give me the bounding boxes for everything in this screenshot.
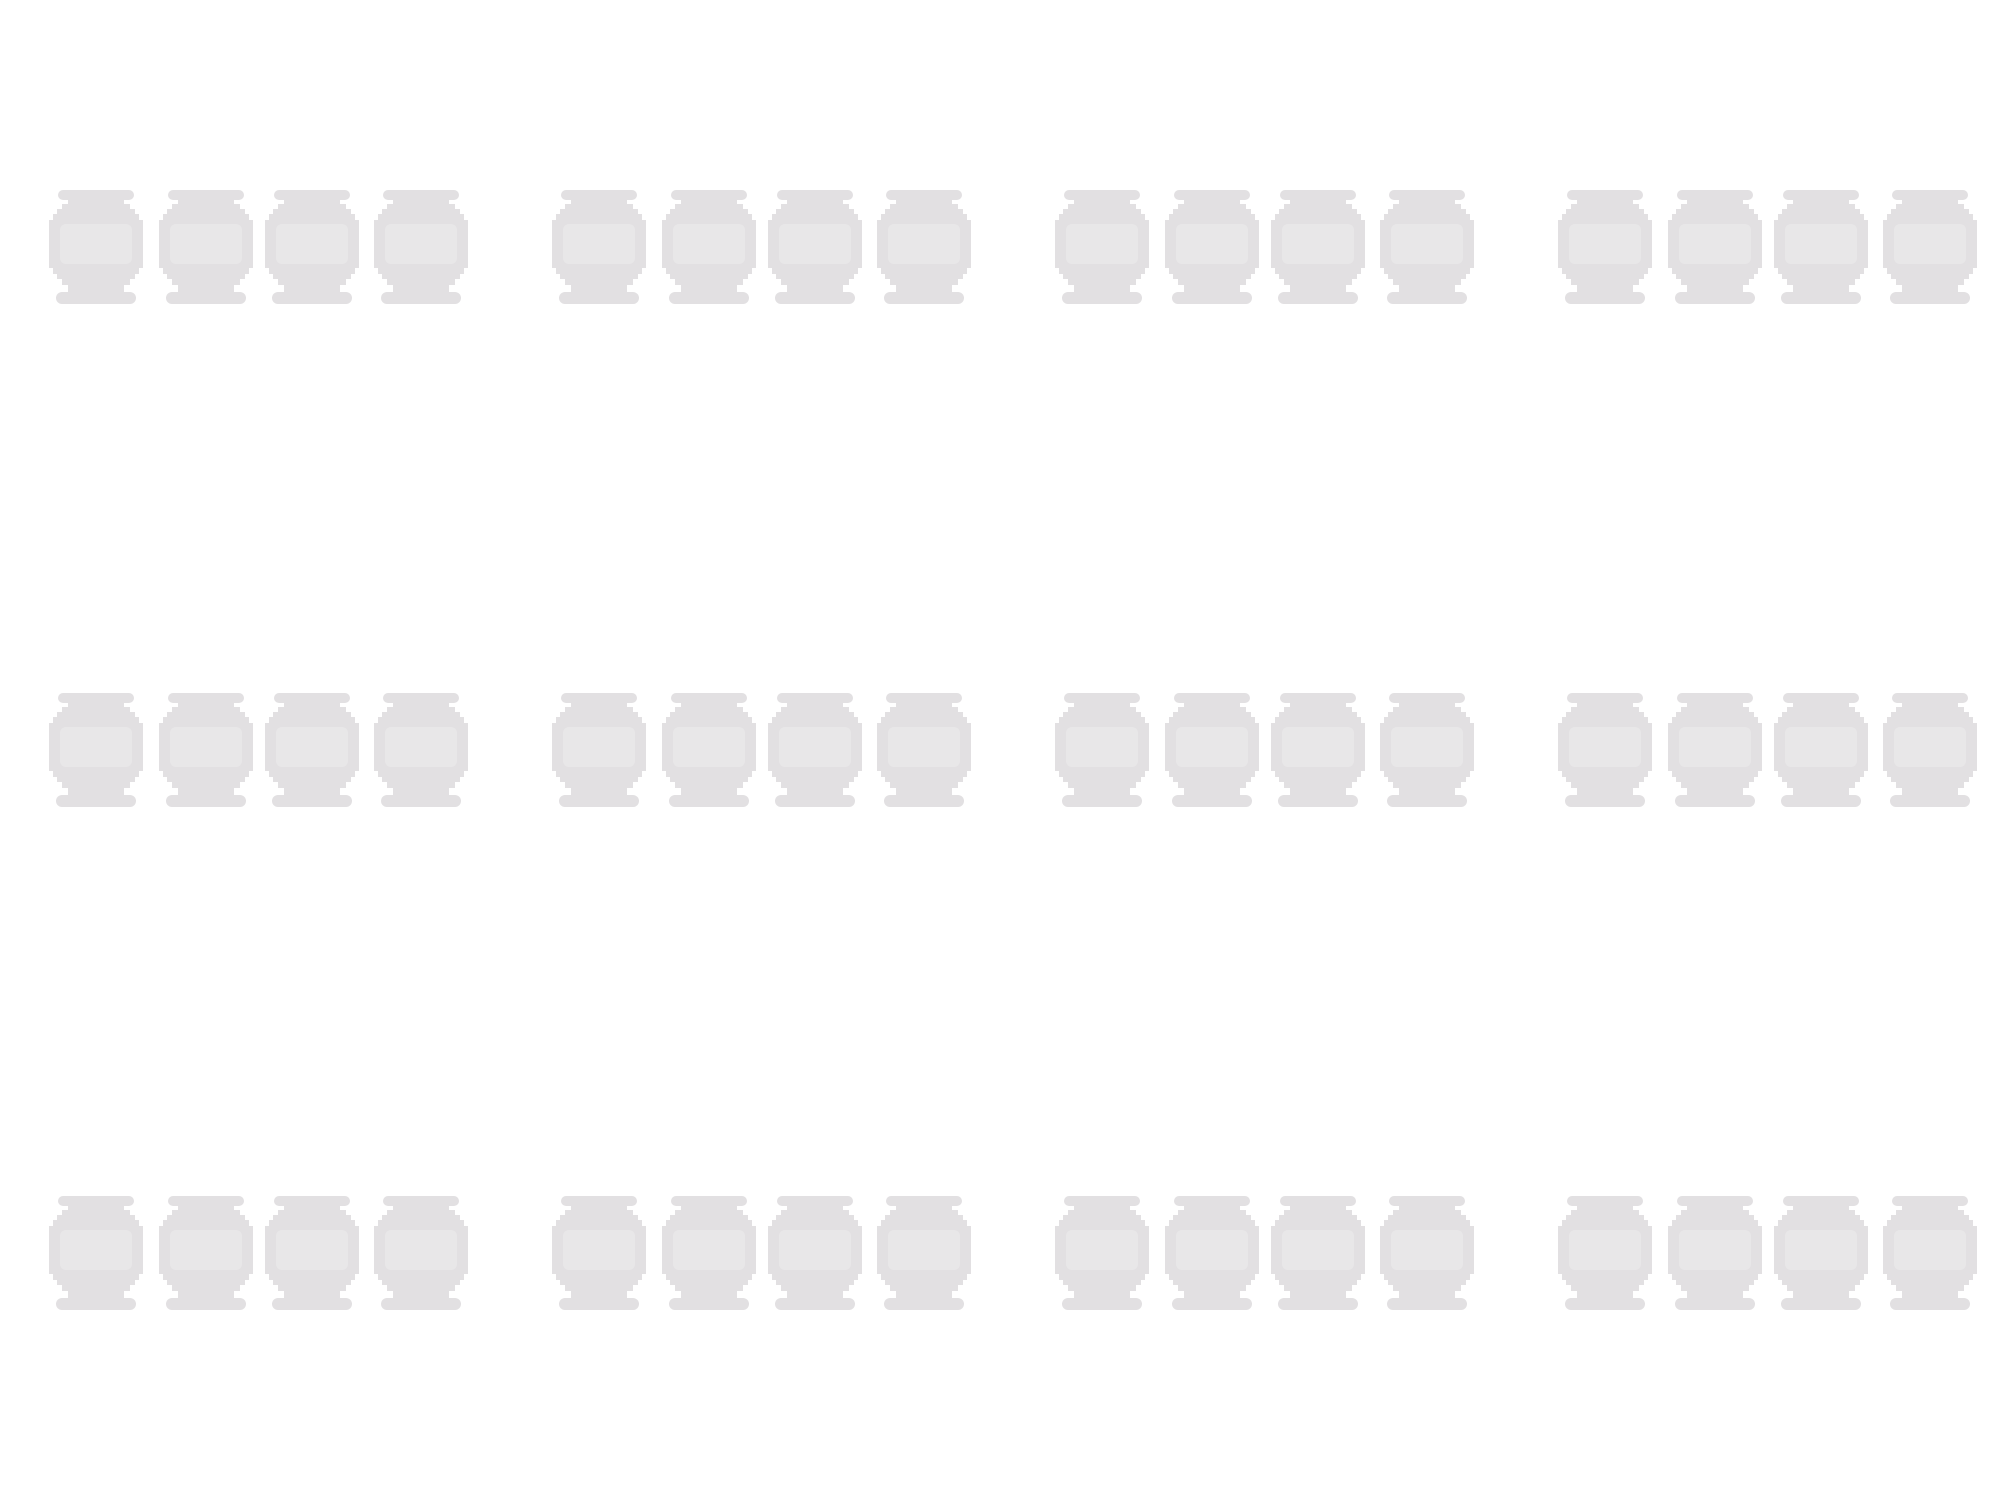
damper-ball xyxy=(1055,190,1149,304)
damper-ball xyxy=(1271,693,1365,807)
damper-ball xyxy=(1380,190,1474,304)
damper-ball xyxy=(1774,190,1868,304)
damper-ball xyxy=(374,190,468,304)
damper-ball xyxy=(265,693,359,807)
damper-ball-group xyxy=(49,1196,468,1310)
damper-ball xyxy=(1774,693,1868,807)
damper-ball xyxy=(1165,1196,1259,1310)
damper-ball xyxy=(1668,190,1762,304)
damper-ball xyxy=(159,1196,253,1310)
damper-ball xyxy=(877,1196,971,1310)
damper-ball xyxy=(1558,1196,1652,1310)
damper-ball xyxy=(1165,693,1259,807)
damper-ball xyxy=(265,190,359,304)
damper-ball xyxy=(877,190,971,304)
damper-ball xyxy=(1668,693,1762,807)
damper-ball xyxy=(1055,1196,1149,1310)
damper-ball xyxy=(768,190,862,304)
damper-ball xyxy=(374,1196,468,1310)
damper-ball xyxy=(49,1196,143,1310)
damper-ball xyxy=(1055,693,1149,807)
damper-ball xyxy=(877,693,971,807)
damper-ball xyxy=(1271,190,1365,304)
damper-ball xyxy=(768,693,862,807)
damper-ball-group xyxy=(1558,190,1977,304)
damper-ball xyxy=(662,693,756,807)
damper-ball xyxy=(768,1196,862,1310)
damper-ball xyxy=(1883,190,1977,304)
damper-ball-group xyxy=(49,693,468,807)
damper-ball xyxy=(159,693,253,807)
damper-ball xyxy=(1883,1196,1977,1310)
damper-ball xyxy=(1380,1196,1474,1310)
damper-ball xyxy=(374,693,468,807)
damper-ball xyxy=(1883,693,1977,807)
damper-ball-group xyxy=(1055,190,1474,304)
damper-ball xyxy=(1558,693,1652,807)
damper-ball-group xyxy=(1558,1196,1977,1310)
damper-ball xyxy=(552,693,646,807)
damper-ball xyxy=(1165,190,1259,304)
damper-ball xyxy=(49,693,143,807)
damper-ball xyxy=(1558,190,1652,304)
damper-ball xyxy=(1774,1196,1868,1310)
damper-ball-group xyxy=(552,693,971,807)
damper-ball-group xyxy=(552,1196,971,1310)
damper-ball xyxy=(159,190,253,304)
damper-ball xyxy=(1380,693,1474,807)
damper-ball xyxy=(49,190,143,304)
damper-ball-group xyxy=(552,190,971,304)
damper-ball xyxy=(662,190,756,304)
damper-ball xyxy=(552,1196,646,1310)
damper-ball-group xyxy=(1055,1196,1474,1310)
damper-ball xyxy=(265,1196,359,1310)
damper-ball-group xyxy=(1055,693,1474,807)
damper-ball-group xyxy=(1558,693,1977,807)
damper-ball xyxy=(662,1196,756,1310)
damper-ball xyxy=(1271,1196,1365,1310)
damper-ball xyxy=(552,190,646,304)
damper-ball-group xyxy=(49,190,468,304)
damper-ball xyxy=(1668,1196,1762,1310)
